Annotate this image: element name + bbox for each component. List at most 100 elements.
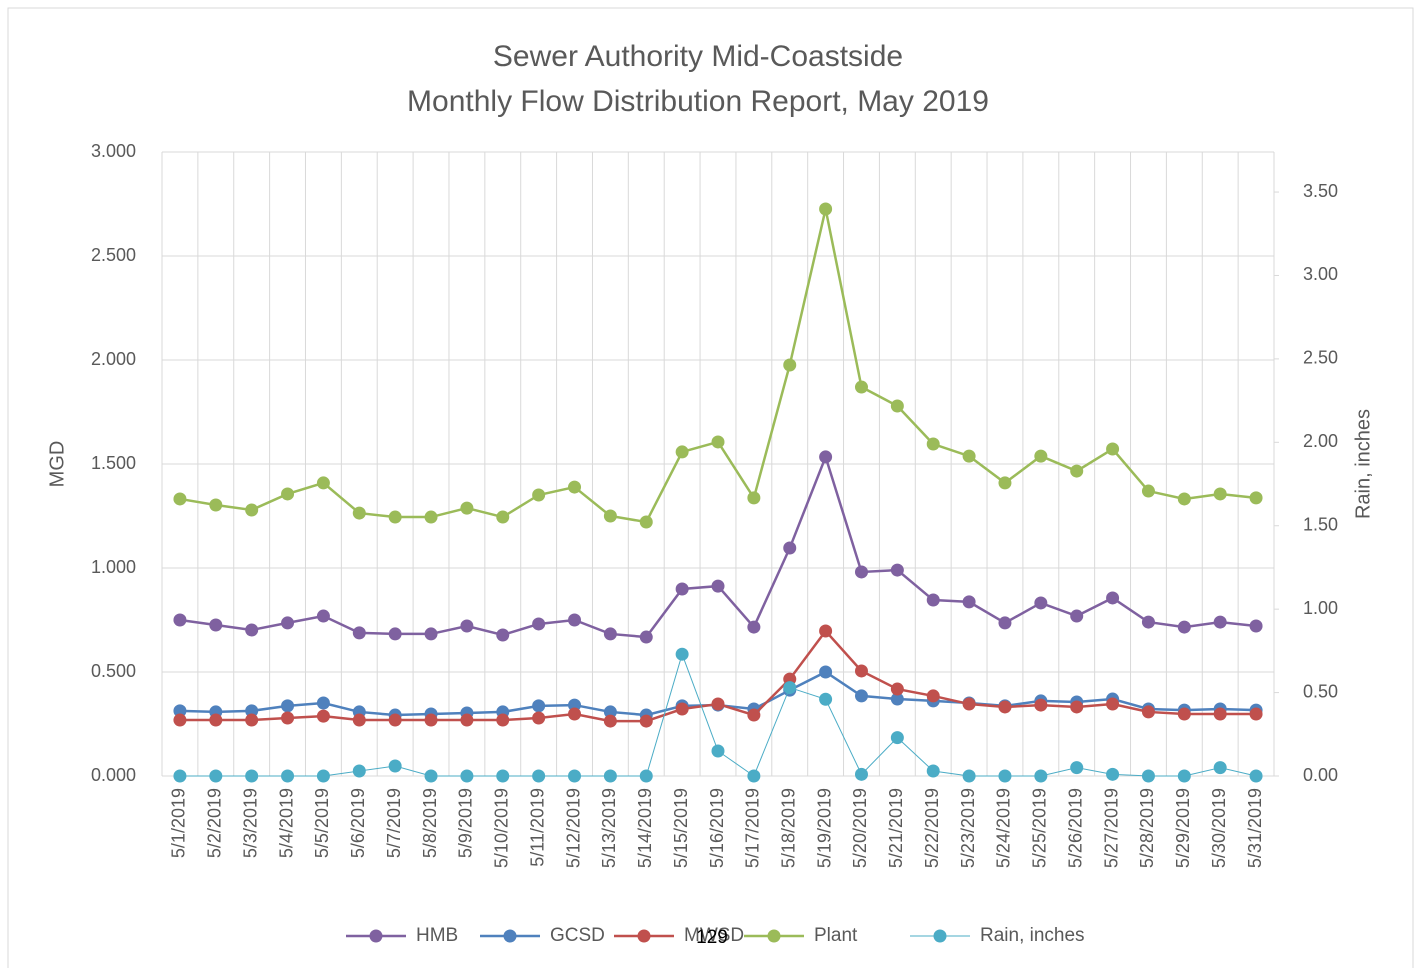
- marker: [388, 759, 402, 773]
- marker: [209, 769, 223, 783]
- x-tick-label: 5/26/2019: [1065, 788, 1085, 868]
- marker: [890, 682, 904, 696]
- marker: [854, 664, 868, 678]
- chart-title: Sewer Authority Mid-Coastside: [493, 40, 903, 73]
- y2-tick-label: 2.50: [1303, 348, 1338, 368]
- marker: [639, 769, 653, 783]
- marker: [1070, 761, 1084, 775]
- marker: [1034, 449, 1048, 463]
- y-tick-label: 1.500: [91, 453, 136, 473]
- marker: [998, 616, 1012, 630]
- y-tick-label: 3.000: [91, 141, 136, 161]
- marker: [388, 713, 402, 727]
- marker: [245, 769, 259, 783]
- x-tick-label: 5/18/2019: [778, 788, 798, 868]
- marker: [675, 702, 689, 716]
- x-tick-label: 5/14/2019: [635, 788, 655, 868]
- x-tick-label: 5/30/2019: [1209, 788, 1229, 868]
- marker: [1070, 700, 1084, 714]
- marker: [424, 769, 438, 783]
- marker: [998, 700, 1012, 714]
- x-tick-label: 5/21/2019: [886, 788, 906, 868]
- legend-label: GCSD: [550, 925, 605, 946]
- marker: [209, 618, 223, 632]
- marker: [316, 476, 330, 490]
- marker: [890, 563, 904, 577]
- x-tick-label: 5/13/2019: [599, 788, 619, 868]
- marker: [783, 681, 797, 695]
- marker: [819, 624, 833, 638]
- x-tick-label: 5/17/2019: [743, 788, 763, 868]
- marker: [819, 202, 833, 216]
- y2-tick-label: 0.50: [1303, 681, 1338, 701]
- marker: [639, 630, 653, 644]
- marker: [532, 488, 546, 502]
- legend-label: HMB: [416, 925, 458, 946]
- x-tick-label: 5/28/2019: [1137, 788, 1157, 868]
- marker: [1034, 698, 1048, 712]
- legend-label: Plant: [814, 925, 858, 946]
- y-tick-label: 2.500: [91, 245, 136, 265]
- marker: [747, 769, 761, 783]
- marker: [1106, 697, 1120, 711]
- x-tick-label: 5/19/2019: [814, 788, 834, 868]
- marker: [639, 714, 653, 728]
- marker: [603, 769, 617, 783]
- x-tick-label: 5/3/2019: [240, 788, 260, 858]
- marker: [460, 713, 474, 727]
- marker: [675, 647, 689, 661]
- y-tick-label: 0.500: [91, 661, 136, 681]
- x-tick-label: 5/9/2019: [456, 788, 476, 858]
- marker: [1070, 464, 1084, 478]
- marker: [352, 713, 366, 727]
- marker: [460, 619, 474, 633]
- y2-tick-label: 2.00: [1303, 431, 1338, 451]
- chart-border: [7, 7, 1414, 968]
- y2-tick-label: 1.50: [1303, 514, 1338, 534]
- marker: [281, 487, 295, 501]
- marker: [532, 699, 546, 713]
- marker: [819, 692, 833, 706]
- x-tick-label: 5/31/2019: [1245, 788, 1265, 868]
- marker: [1177, 769, 1191, 783]
- marker: [854, 380, 868, 394]
- marker: [1141, 705, 1155, 719]
- legend-marker: [933, 929, 947, 943]
- marker: [1213, 761, 1227, 775]
- marker: [1141, 484, 1155, 498]
- marker: [173, 492, 187, 506]
- marker: [1034, 596, 1048, 610]
- marker: [747, 708, 761, 722]
- legend-marker: [369, 929, 383, 943]
- marker: [1249, 619, 1263, 633]
- x-tick-label: 5/10/2019: [492, 788, 512, 868]
- marker: [926, 437, 940, 451]
- marker: [747, 491, 761, 505]
- x-tick-label: 5/8/2019: [420, 788, 440, 858]
- marker: [173, 613, 187, 627]
- x-tick-label: 5/7/2019: [384, 788, 404, 858]
- marker: [783, 541, 797, 555]
- marker: [281, 769, 295, 783]
- marker: [496, 628, 510, 642]
- marker: [316, 709, 330, 723]
- y2-tick-label: 3.50: [1303, 181, 1338, 201]
- marker: [819, 665, 833, 679]
- x-tick-label: 5/4/2019: [276, 788, 296, 858]
- marker: [568, 769, 582, 783]
- marker: [854, 767, 868, 781]
- chart-subtitle: Monthly Flow Distribution Report, May 20…: [407, 85, 989, 118]
- legend-marker: [767, 929, 781, 943]
- marker: [532, 769, 546, 783]
- marker: [783, 358, 797, 372]
- marker: [1213, 615, 1227, 629]
- legend-label: MWSD: [684, 925, 744, 946]
- legend-label: Rain, inches: [980, 925, 1085, 946]
- marker: [1249, 707, 1263, 721]
- marker: [603, 627, 617, 641]
- marker: [675, 582, 689, 596]
- marker: [352, 506, 366, 520]
- marker: [890, 731, 904, 745]
- marker: [424, 510, 438, 524]
- marker: [998, 769, 1012, 783]
